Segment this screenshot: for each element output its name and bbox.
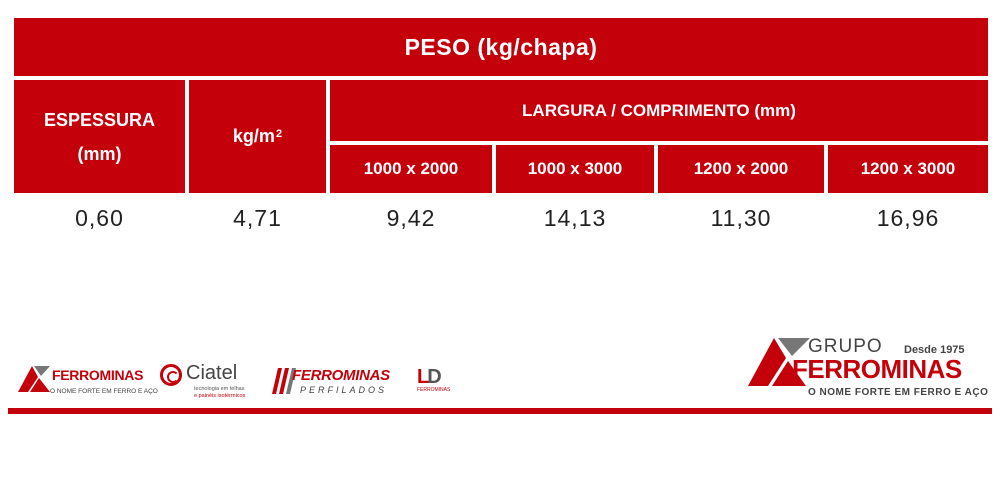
header-size-4: 1200 x 3000 [828, 145, 988, 193]
header-espessura-line2: (mm) [77, 143, 122, 164]
table-title: PESO (kg/chapa) [14, 18, 988, 76]
header-kg-m2: kg/m 2 [189, 80, 326, 193]
ferrominas-logo: FERROMINAS O NOME FORTE EM FERRO E AÇO [18, 366, 158, 398]
header-size-3: 1200 x 2000 [658, 145, 824, 193]
grupo-since: Desde 1975 [904, 344, 965, 356]
ciatel-logo-tagline: tecnologia em telhas e painéis isotérmic… [194, 386, 245, 400]
perfilados-stripes-icon [272, 368, 296, 394]
ciatel-logo: Ciatel tecnologia em telhas e painéis is… [160, 362, 260, 400]
header-size-1: 1000 x 2000 [330, 145, 492, 193]
ferrominas-perfilados-logo: FERROMINAS PERFILADOS [272, 366, 402, 396]
cell-espessura: 0,60 [75, 204, 124, 231]
header-kg-m2-base: kg/m [232, 126, 275, 146]
header-largura-comprimento: LARGURA / COMPRIMENTO (mm) [330, 80, 988, 141]
header-size-2: 1000 x 3000 [496, 145, 654, 193]
header-espessura: ESPESSURA (mm) [14, 80, 185, 193]
footer-divider [8, 408, 992, 414]
ld-logo-tagline: FERROMINAS [417, 387, 451, 393]
grupo-logo-tagline: O NOME FORTE EM FERRO E AÇO [808, 387, 989, 398]
grupo-label: GRUPO [808, 336, 883, 357]
header-espessura-line1: ESPESSURA [43, 109, 156, 130]
ferrominas-triangle-icon [18, 366, 50, 392]
ciatel-logo-name: Ciatel [186, 362, 238, 384]
cell-kg-m2: 4,71 [233, 204, 282, 231]
perfilados-logo-name: FERROMINAS [292, 367, 390, 384]
grupo-logo-name: FERROMINAS [792, 354, 962, 384]
ciatel-tagline-line1: tecnologia em telhas [194, 386, 245, 392]
cell-size-2: 14,13 [543, 204, 607, 231]
ciatel-ring-icon [160, 364, 182, 386]
ld-logo: LD FERROMINAS [417, 366, 451, 396]
ferrominas-logo-tagline: O NOME FORTE EM FERRO E AÇO [50, 388, 158, 395]
perfilados-logo-tagline: PERFILADOS [300, 385, 388, 395]
ferrominas-logo-name: FERROMINAS [52, 367, 144, 383]
cell-size-4: 16,96 [876, 204, 940, 231]
grupo-ferrominas-logo: GRUPO Desde 1975 FERROMINAS O NOME FORTE… [748, 336, 988, 406]
ld-logo-name: LD [417, 366, 442, 389]
ciatel-tagline-line2: e painéis isotérmicos [194, 393, 246, 399]
ld-logo-l: L [417, 366, 429, 388]
grupo-triangle-icon [748, 338, 810, 386]
header-kg-m2-sup: 2 [275, 127, 283, 140]
cell-size-1: 9,42 [386, 204, 436, 231]
ld-logo-d: D [427, 366, 442, 388]
cell-size-3: 11,30 [710, 204, 772, 231]
